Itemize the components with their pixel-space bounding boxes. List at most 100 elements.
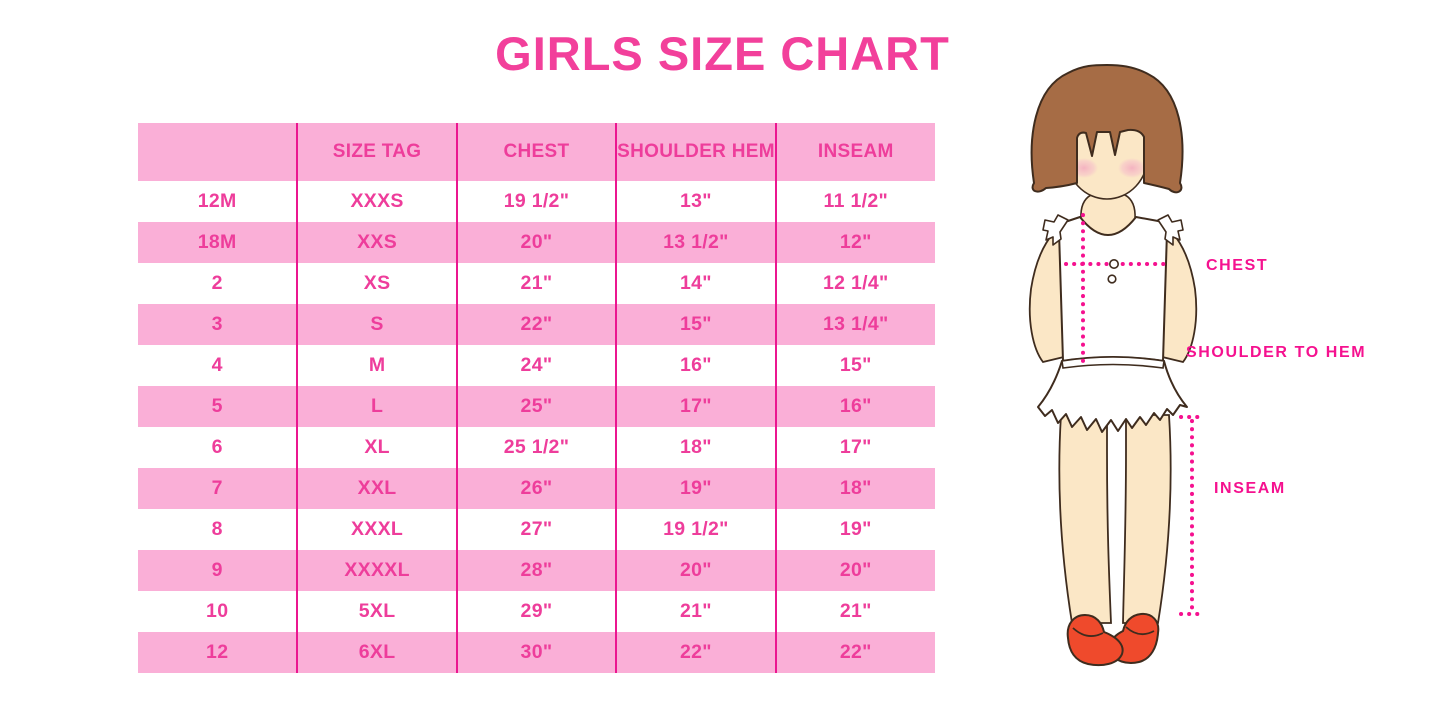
- table-cell: 21": [455, 263, 617, 304]
- table-row: 12M XXXS 19 1/2" 13" 11 1/2": [138, 181, 935, 222]
- girl-ruffle-right: [1157, 214, 1184, 246]
- table-cell: 2: [138, 263, 298, 304]
- girl-ruffle-left: [1042, 214, 1069, 246]
- table-cell: 6XL: [296, 632, 457, 673]
- table-cell: 12: [138, 632, 298, 673]
- table-cell: 15": [615, 304, 776, 345]
- girl-hair: [1030, 64, 1184, 194]
- table-cell: 19": [774, 509, 935, 550]
- girl-top-button-2: [1107, 274, 1117, 284]
- table-cell: 12 1/4": [774, 263, 935, 304]
- table-cell: 29": [455, 591, 617, 632]
- chest-label: CHEST: [1206, 257, 1268, 274]
- table-row: 2 XS 21" 14" 12 1/4": [138, 263, 935, 304]
- table-row: 10 5XL 29" 21" 21": [138, 591, 935, 632]
- table-cell: 30": [455, 632, 617, 673]
- table-cell: 19": [615, 468, 776, 509]
- girl-blush-right: [1118, 158, 1146, 178]
- table-cell: 13 1/2": [615, 222, 776, 263]
- table-cell: 22": [455, 304, 617, 345]
- table-cell: XXXL: [296, 509, 457, 550]
- table-cell: 21": [774, 591, 935, 632]
- table-cell: 8: [138, 509, 298, 550]
- column-header-shoulder-hem: SHOULDER HEM: [615, 123, 776, 181]
- table-row: 18M XXS 20" 13 1/2" 12": [138, 222, 935, 263]
- table-cell: 22": [615, 632, 776, 673]
- table-cell: 12M: [138, 181, 298, 222]
- table-cell: XXXXL: [296, 550, 457, 591]
- table-cell: 14": [615, 263, 776, 304]
- table-row: 4 M 24" 16" 15": [138, 345, 935, 386]
- table-cell: XXXS: [296, 181, 457, 222]
- table-row: 6 XL 25 1/2" 18" 17": [138, 427, 935, 468]
- table-cell: 16": [774, 386, 935, 427]
- table-cell: 19 1/2": [615, 509, 776, 550]
- table-cell: M: [296, 345, 457, 386]
- girl-shoe-left: [1066, 613, 1124, 667]
- table-cell: S: [296, 304, 457, 345]
- table-header-row: SIZE TAG CHEST SHOULDER HEM INSEAM: [138, 123, 935, 181]
- table-row: 3 S 22" 15" 13 1/4": [138, 304, 935, 345]
- table-cell: XL: [296, 427, 457, 468]
- table-cell: 13": [615, 181, 776, 222]
- column-header-size-tag: SIZE TAG: [296, 123, 457, 181]
- shoulder-to-hem-label: SHOULDER TO HEM: [1186, 344, 1366, 361]
- girl-top-button-1: [1109, 259, 1120, 270]
- table-row: 5 L 25" 17" 16": [138, 386, 935, 427]
- girl-leg-right: [1122, 414, 1172, 624]
- table-header: SIZE TAG CHEST SHOULDER HEM INSEAM: [138, 123, 935, 181]
- table-cell: 22": [774, 632, 935, 673]
- table-cell: 6: [138, 427, 298, 468]
- girl-leg-left: [1058, 414, 1112, 624]
- table-cell: 17": [774, 427, 935, 468]
- table-cell: XXL: [296, 468, 457, 509]
- table-cell: 20": [455, 222, 617, 263]
- table-cell: 15": [774, 345, 935, 386]
- girl-top-bodice: [1058, 216, 1168, 362]
- table-row: 12 6XL 30" 22" 22": [138, 632, 935, 673]
- table-cell: 10: [138, 591, 298, 632]
- girl-shoe-left-strap: [1072, 627, 1104, 637]
- table-cell: 18": [774, 468, 935, 509]
- table-cell: 18M: [138, 222, 298, 263]
- table-cell: 11 1/2": [774, 181, 935, 222]
- table-row: 8 XXXL 27" 19 1/2" 19": [138, 509, 935, 550]
- table-cell: 18": [615, 427, 776, 468]
- column-header-inseam: INSEAM: [774, 123, 935, 181]
- girl-figure-svg: CHEST SHOULDER TO HEM INSEAM: [1028, 64, 1366, 667]
- girl-shoe-right-strap: [1125, 626, 1155, 636]
- table-cell: 26": [455, 468, 617, 509]
- table-cell: XXS: [296, 222, 457, 263]
- table-cell: 13 1/4": [774, 304, 935, 345]
- table-cell: 9: [138, 550, 298, 591]
- table-cell: 5: [138, 386, 298, 427]
- table-cell: 20": [615, 550, 776, 591]
- table-cell: 3: [138, 304, 298, 345]
- table-cell: L: [296, 386, 457, 427]
- table-cell: 17": [615, 386, 776, 427]
- table-row: 7 XXL 26" 19" 18": [138, 468, 935, 509]
- table-cell: 24": [455, 345, 617, 386]
- table-cell: XS: [296, 263, 457, 304]
- page-title: GIRLS SIZE CHART: [495, 27, 950, 80]
- table-cell: 20": [774, 550, 935, 591]
- girls-size-table: SIZE TAG CHEST SHOULDER HEM INSEAM 12M X…: [138, 123, 935, 673]
- table-cell: 27": [455, 509, 617, 550]
- table-cell: 28": [455, 550, 617, 591]
- table-body: 12M XXXS 19 1/2" 13" 11 1/2" 18M XXS 20"…: [138, 181, 935, 673]
- table-cell: 25": [455, 386, 617, 427]
- table-cell: 21": [615, 591, 776, 632]
- inseam-label: INSEAM: [1214, 480, 1286, 497]
- table-cell: 7: [138, 468, 298, 509]
- table-row: 9 XXXXL 28" 20" 20": [138, 550, 935, 591]
- table-cell: 16": [615, 345, 776, 386]
- table-cell: 5XL: [296, 591, 457, 632]
- size-guide-illustration: CHEST SHOULDER TO HEM INSEAM: [980, 55, 1445, 715]
- table-cell: 25 1/2": [455, 427, 617, 468]
- table-cell: 12": [774, 222, 935, 263]
- column-header-chest: CHEST: [455, 123, 617, 181]
- column-header-blank: [138, 123, 298, 181]
- table-cell: 19 1/2": [455, 181, 617, 222]
- table-cell: 4: [138, 345, 298, 386]
